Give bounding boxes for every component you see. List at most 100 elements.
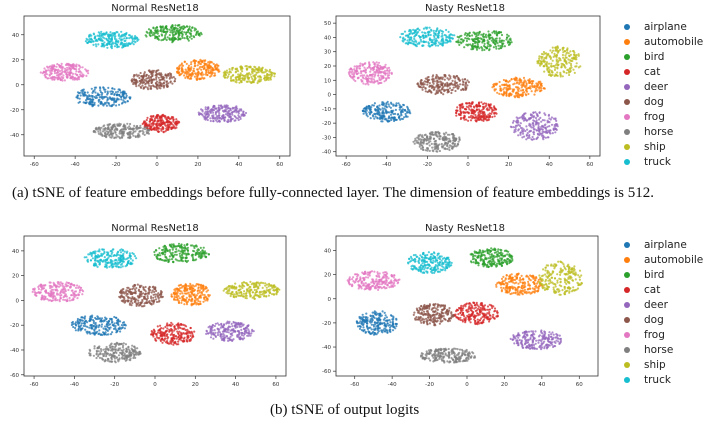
- scatter-point: [183, 60, 186, 64]
- scatter-point: [179, 73, 182, 76]
- scatter-point: [87, 95, 90, 98]
- scatter-point: [93, 95, 96, 99]
- legend-marker: [624, 99, 630, 105]
- scatter-point: [105, 104, 108, 107]
- scatter-point: [101, 95, 104, 99]
- scatter-point: [105, 101, 108, 104]
- scatter-point: [200, 74, 203, 77]
- scatter-point: [188, 74, 191, 77]
- scatter-point: [99, 89, 102, 92]
- scatter-point: [91, 104, 94, 107]
- scatter-point: [111, 87, 114, 90]
- scatter-point: [81, 88, 84, 92]
- scatter-point: [107, 102, 110, 105]
- scatter-point: [81, 91, 84, 94]
- legend-marker: [624, 129, 630, 135]
- scatter-point: [116, 97, 119, 100]
- scatter-point: [100, 93, 103, 96]
- scatter-point: [76, 96, 79, 99]
- scatter-point: [106, 98, 110, 101]
- scatter-point: [113, 99, 116, 102]
- scatter-point: [119, 91, 122, 94]
- scatter-point: [93, 101, 96, 104]
- scatter-point: [122, 99, 125, 102]
- scatter-point: [106, 92, 109, 95]
- scatter-point: [120, 102, 124, 105]
- scatter-point: [185, 62, 188, 65]
- legend-label: bird: [644, 51, 665, 63]
- scatter-point: [78, 97, 81, 100]
- legend-label: automobile: [644, 36, 704, 48]
- scatter-point: [193, 62, 196, 65]
- scatter-point: [197, 72, 201, 75]
- legend-marker: [624, 54, 630, 60]
- scatter-point: [82, 101, 85, 104]
- scatter-point: [116, 90, 119, 93]
- scatter-point: [120, 98, 123, 101]
- scatter-point: [209, 75, 212, 78]
- chart-title: Normal ResNet18: [111, 3, 199, 14]
- legend-label: frog: [644, 111, 665, 123]
- scatter-point: [183, 74, 186, 77]
- scatter-point: [87, 97, 90, 101]
- scatter-point: [114, 91, 118, 94]
- scatter-point: [83, 91, 86, 94]
- legend-label: truck: [644, 156, 671, 168]
- cluster-automobile: [175, 58, 221, 81]
- scatter-point: [98, 96, 101, 99]
- scatter-point: [91, 98, 94, 101]
- scatter-point: [184, 76, 187, 79]
- legend-marker: [624, 84, 630, 90]
- legend-marker: [624, 39, 630, 45]
- scatter-point: [103, 95, 106, 99]
- scatter-point: [84, 93, 87, 97]
- scatter-point: [93, 103, 96, 106]
- scatter-point: [115, 104, 118, 107]
- scatter-point: [113, 97, 116, 100]
- legend-marker: [624, 69, 630, 75]
- legend-label: airplane: [644, 21, 687, 33]
- scatter-point: [126, 100, 129, 103]
- scatter-point: [104, 90, 107, 93]
- scatter-point: [113, 93, 116, 96]
- scatter-point: [101, 97, 104, 100]
- scatter-point: [110, 90, 113, 93]
- scatter-point: [90, 94, 93, 97]
- scatter-point: [102, 86, 105, 90]
- scatter-point: [199, 58, 202, 62]
- scatter-point: [205, 64, 209, 67]
- legend-label: ship: [644, 141, 666, 153]
- scatter-point: [113, 88, 116, 91]
- scatter-point: [214, 64, 217, 67]
- scatter-point: [110, 105, 113, 108]
- scatter-point: [79, 94, 82, 97]
- legend-label: cat: [644, 66, 661, 78]
- scatter-point: [77, 101, 80, 104]
- legend-marker: [624, 144, 630, 150]
- legend-label: deer: [644, 81, 668, 93]
- scatter-point: [77, 92, 81, 95]
- scatter-point: [97, 99, 100, 102]
- scatter-point: [98, 86, 102, 89]
- scatter-point: [84, 102, 88, 105]
- scatter-point: [116, 93, 119, 96]
- scatter-point: [207, 61, 210, 64]
- scatter-point: [86, 91, 89, 94]
- scatter-point: [125, 92, 128, 95]
- scatter-point: [96, 92, 99, 95]
- scatter-point: [120, 96, 123, 99]
- scatter-point: [93, 86, 96, 89]
- scatter-point: [213, 72, 216, 75]
- scatter-point: [212, 62, 215, 65]
- scatter-point: [90, 101, 93, 104]
- scatter-point: [194, 73, 198, 76]
- scatter-point: [181, 71, 184, 74]
- scatter-point: [123, 91, 126, 95]
- legend-label: horse: [644, 126, 674, 138]
- scatter-point: [86, 97, 89, 100]
- scatter-point: [95, 94, 98, 97]
- scatter-point: [94, 91, 97, 94]
- scatter-point: [124, 101, 127, 104]
- scatter-point: [99, 102, 102, 105]
- scatter-point: [107, 86, 110, 89]
